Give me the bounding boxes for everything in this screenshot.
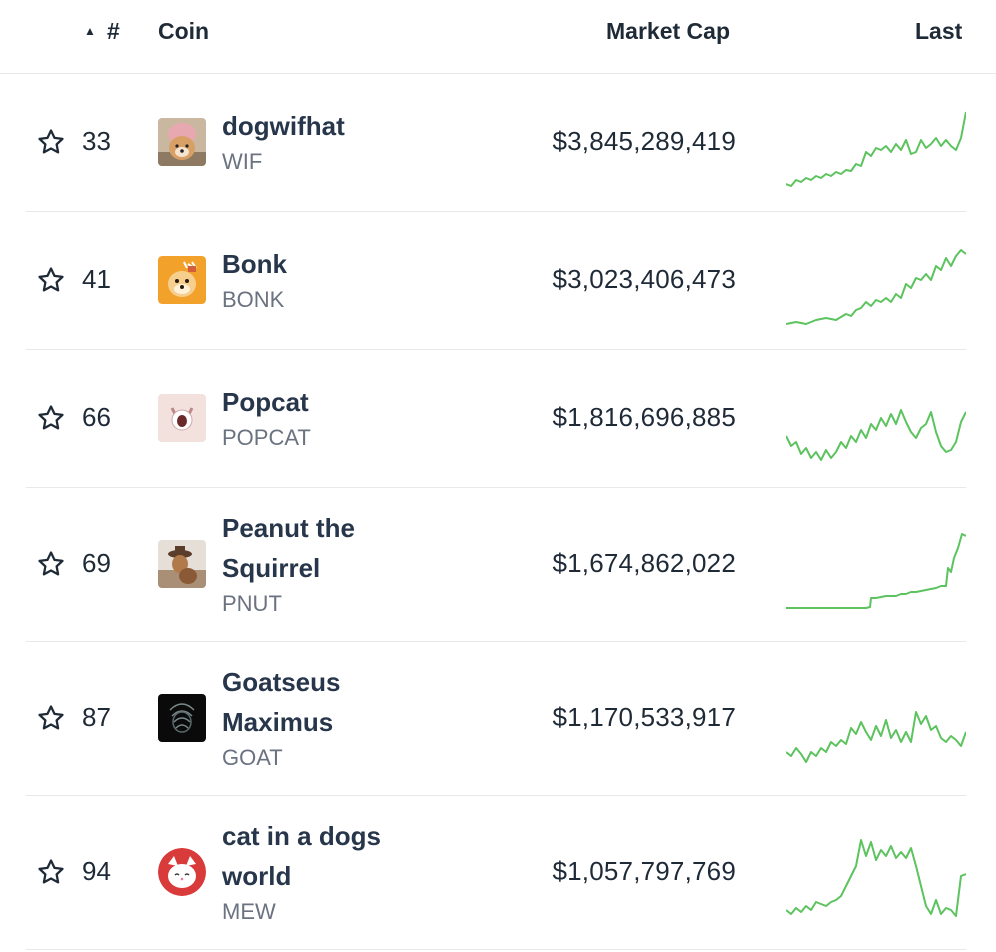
table-row[interactable]: 66 Popcat POPCAT $1,816,696,885 xyxy=(26,350,966,488)
star-icon[interactable] xyxy=(36,403,66,433)
sparkline-chart xyxy=(786,111,966,187)
coin-symbol: POPCAT xyxy=(222,425,311,450)
table-row[interactable]: 69 Peanut the Squirrel PNUT $1,674,862,0… xyxy=(26,488,966,642)
coin-rank: 66 xyxy=(82,402,111,432)
coin-name[interactable]: Goatseus Maximus xyxy=(222,667,341,737)
star-icon[interactable] xyxy=(36,549,66,579)
coin-rank: 41 xyxy=(82,264,111,294)
table-row[interactable]: 87 Goatseus Maximus GOAT $1,170,533,917 xyxy=(26,642,966,796)
coin-symbol: WIF xyxy=(222,149,263,174)
coin-symbol: PNUT xyxy=(222,591,282,616)
popcat-logo xyxy=(158,394,206,442)
coin-name[interactable]: Popcat xyxy=(222,387,309,417)
dog-with-hat-logo xyxy=(158,118,206,166)
coin-name[interactable]: Peanut the Squirrel xyxy=(222,513,355,583)
last-7d-column-header[interactable]: Last xyxy=(915,18,963,44)
market-cap-value: $1,170,533,917 xyxy=(552,702,736,732)
coin-symbol: BONK xyxy=(222,287,285,312)
market-cap-value: $1,816,696,885 xyxy=(552,402,736,432)
market-cap-column-header[interactable]: Market Cap xyxy=(606,18,730,44)
market-cap-value: $1,674,862,022 xyxy=(552,548,736,578)
squirrel-logo xyxy=(158,540,206,588)
table-header: ▲ # Coin Market Cap Last xyxy=(0,0,996,74)
coin-name[interactable]: dogwifhat xyxy=(222,111,345,141)
coin-column-header[interactable]: Coin xyxy=(158,18,210,44)
sparkline-chart xyxy=(786,409,966,461)
market-cap-value: $3,845,289,419 xyxy=(552,126,736,156)
sparkline-chart xyxy=(786,249,966,325)
coin-symbol: GOAT xyxy=(222,745,283,770)
sparkline-chart xyxy=(786,533,966,609)
coin-name[interactable]: cat in a dogs world xyxy=(222,821,381,891)
table-row[interactable]: 33 dogwifhat WIF $3,845,289,419 xyxy=(26,74,966,212)
table-row[interactable]: 94 cat in a dogs world MEW $1,057,797,76… xyxy=(26,796,966,950)
coin-rank: 69 xyxy=(82,548,111,578)
sparkline-chart xyxy=(786,711,966,763)
coin-symbol: MEW xyxy=(222,899,276,924)
goat-logo xyxy=(158,694,206,742)
bonk-dog-logo xyxy=(158,256,206,304)
coin-name[interactable]: Bonk xyxy=(222,249,287,279)
coin-rank: 33 xyxy=(82,126,111,156)
market-cap-value: $3,023,406,473 xyxy=(552,264,736,294)
star-icon[interactable] xyxy=(36,857,66,887)
sort-ascending-icon[interactable]: ▲ xyxy=(84,24,96,38)
star-icon[interactable] xyxy=(36,265,66,295)
star-icon[interactable] xyxy=(36,127,66,157)
table-row[interactable]: 41 Bonk BONK $3,023,406,473 xyxy=(26,212,966,350)
coin-rank: 87 xyxy=(82,702,111,732)
rank-column-header[interactable]: # xyxy=(107,18,120,44)
market-cap-value: $1,057,797,769 xyxy=(552,856,736,886)
star-icon[interactable] xyxy=(36,703,66,733)
cat-logo xyxy=(158,848,206,896)
sparkline-chart xyxy=(786,839,966,917)
coin-rank: 94 xyxy=(82,856,111,886)
